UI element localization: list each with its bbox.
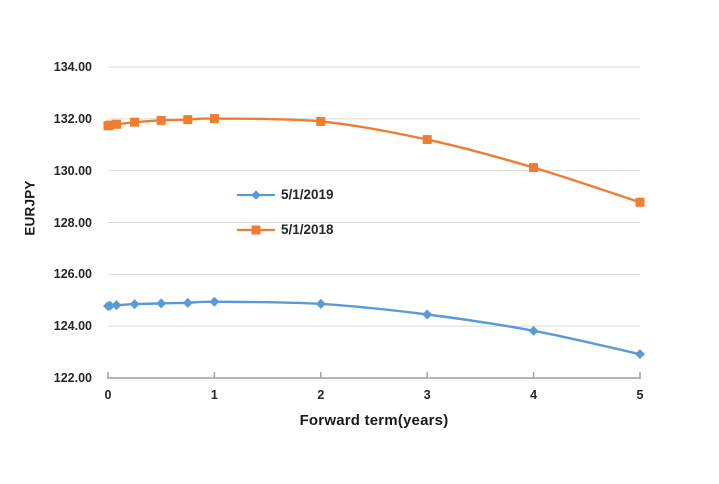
data-point-marker-square <box>316 116 326 126</box>
x-axis-title: Forward term(years) <box>299 412 449 429</box>
y-tick-label: 122.00 <box>53 371 92 385</box>
data-point-marker-square <box>183 115 193 125</box>
data-point-marker-square <box>635 197 645 207</box>
y-tick-label: 130.00 <box>53 163 92 178</box>
x-tick-label: 4 <box>530 388 538 402</box>
data-point-marker-diamond <box>315 298 326 309</box>
y-axis-title: EURJPY <box>22 180 38 236</box>
legend-line-diamond-icon <box>237 190 275 200</box>
series-line-5-1-2018 <box>106 117 642 204</box>
data-point-marker-square <box>156 115 166 125</box>
data-point-marker-diamond <box>528 325 539 336</box>
data-point-marker-square <box>105 120 115 130</box>
legend-entry-2019[interactable]: 5/1/2019 <box>236 188 334 202</box>
series-line-5-1-2019 <box>106 300 642 356</box>
data-point-marker-diamond <box>635 349 645 360</box>
legend-entry-2018[interactable]: 5/1/2018 <box>236 223 334 237</box>
y-tick-label: 128.00 <box>53 215 92 230</box>
x-tick-label: 2 <box>317 388 325 402</box>
y-tick-label: 124.00 <box>53 319 92 334</box>
x-tick-label: 0 <box>104 388 112 402</box>
y-tick-label: 134.00 <box>53 60 92 74</box>
y-tick-label: 126.00 <box>53 267 92 282</box>
data-point-marker-square <box>112 119 122 129</box>
data-point-marker-diamond <box>129 299 140 310</box>
data-point-marker-square <box>209 114 219 124</box>
data-point-marker-diamond <box>209 296 220 307</box>
y-tick-label: 132.00 <box>53 111 92 126</box>
legend: 5/1/2019 5/1/2018 <box>236 188 334 258</box>
x-tick-label: 3 <box>423 388 431 402</box>
legend-label-2018: 5/1/2018 <box>281 222 334 237</box>
x-tick-label: 1 <box>210 388 218 402</box>
data-point-marker-diamond <box>156 298 167 309</box>
data-point-marker-diamond <box>111 300 122 311</box>
data-point-marker-square <box>422 135 432 145</box>
legend-label-2019: 5/1/2019 <box>281 187 334 202</box>
legend-line-square-icon <box>237 225 275 235</box>
data-point-marker-diamond <box>422 309 433 320</box>
data-point-marker-square <box>130 117 140 127</box>
x-tick-label: 5 <box>636 388 644 402</box>
data-point-marker-diamond <box>105 300 116 311</box>
data-point-marker-square <box>529 163 539 173</box>
data-point-marker-diamond <box>182 297 193 308</box>
